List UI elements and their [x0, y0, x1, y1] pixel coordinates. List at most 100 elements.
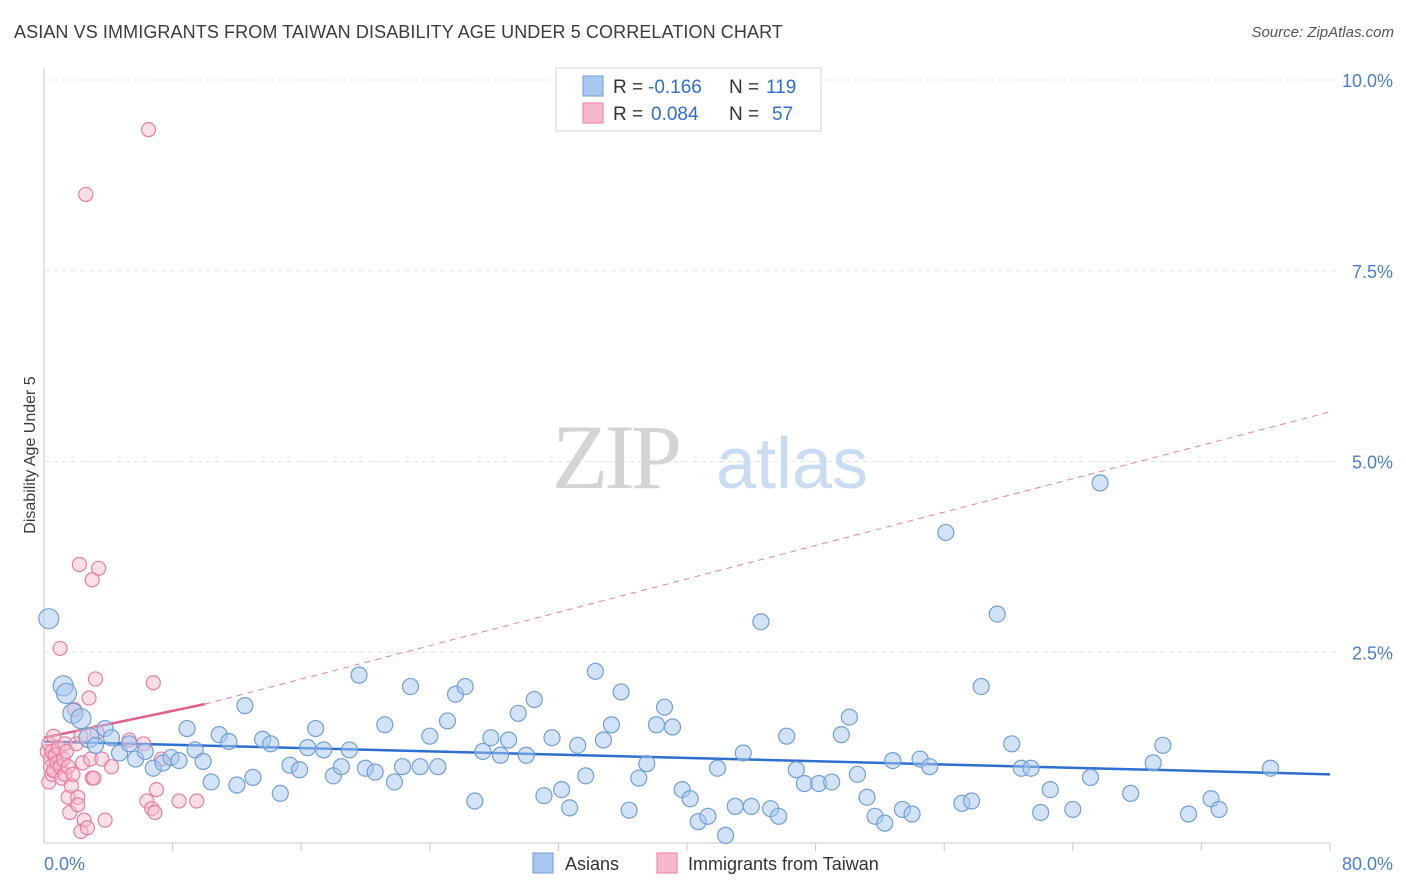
gridlines [44, 79, 1340, 851]
data-point-asians [376, 716, 394, 734]
data-point-taiwan [171, 793, 187, 809]
data-point-asians [429, 758, 447, 776]
data-point-taiwan [57, 766, 73, 782]
data-point-asians [55, 682, 78, 705]
data-point-taiwan [86, 770, 102, 786]
data-point-taiwan [76, 812, 92, 828]
stats-n-value: 57 [772, 104, 793, 125]
data-point-asians [120, 735, 138, 753]
data-point-asians [194, 752, 212, 770]
data-point-asians [1154, 736, 1172, 754]
data-point-asians [466, 792, 484, 810]
data-point-asians [1032, 803, 1050, 822]
x-tick-label: 80.0% [1342, 854, 1393, 874]
data-point-asians [770, 807, 788, 825]
data-point-taiwan [189, 793, 205, 809]
data-point-taiwan [140, 121, 157, 138]
data-point-asians [716, 826, 735, 844]
data-point-taiwan [91, 560, 107, 576]
stats-legend: R = -0.166 N = 119 R = 0.084 N = 57 [555, 67, 822, 132]
data-point-asians [1144, 754, 1162, 772]
legend-label-asians: Asians [565, 854, 619, 874]
data-point-taiwan [145, 675, 161, 691]
data-point-asians [876, 814, 894, 832]
data-point-asians [401, 677, 420, 696]
data-point-asians [491, 746, 510, 764]
data-point-asians [86, 736, 105, 754]
data-point-taiwan [139, 793, 155, 809]
data-point-asians [620, 801, 638, 819]
data-point-asians [262, 735, 280, 753]
data-point-asians [1122, 784, 1140, 803]
watermark-atlas: atlas [716, 424, 868, 504]
data-point-asians [663, 718, 682, 736]
data-point-asians [535, 787, 553, 805]
data-point-taiwan [87, 671, 104, 687]
data-point-asians [290, 761, 309, 779]
data-point-taiwan [71, 556, 87, 573]
data-point-asians [612, 683, 630, 701]
source-label: Source: ZipAtlas.com [1251, 24, 1394, 41]
data-point-asians [1003, 735, 1021, 753]
data-point-asians [553, 780, 571, 799]
data-point-asians [937, 523, 955, 542]
data-point-taiwan [97, 812, 113, 828]
y-tick-label: 7.5% [1352, 262, 1393, 282]
data-point-taiwan [70, 789, 86, 805]
data-point-asians [778, 727, 796, 745]
data-point-asians [299, 739, 317, 757]
data-point-asians [456, 677, 474, 696]
stats-n-value: 119 [766, 77, 796, 98]
data-point-asians [228, 776, 246, 794]
stats-legend-swatch-taiwan [582, 102, 604, 124]
y-tick-label: 10.0% [1342, 71, 1393, 91]
data-point-asians [543, 729, 561, 747]
x-tick-label: 0.0% [44, 854, 85, 874]
data-point-asians [655, 698, 674, 716]
data-point-asians [102, 729, 121, 747]
stats-r-value: -0.166 [648, 77, 702, 98]
data-point-asians [70, 708, 92, 730]
tick-labels: 2.5% 5.0% 7.5% 10.0% 0.0% 80.0% [44, 71, 1393, 874]
data-point-asians [903, 805, 921, 823]
data-point-asians [1091, 474, 1109, 492]
data-point-taiwan [41, 736, 57, 752]
data-point-asians [1041, 780, 1059, 799]
data-point-asians [421, 727, 439, 745]
data-point-taiwan [62, 804, 78, 821]
data-point-asians [474, 742, 492, 761]
data-point-asians [411, 758, 429, 776]
series-asians [38, 474, 1280, 844]
data-point-asians [170, 751, 188, 770]
data-point-asians [594, 731, 613, 749]
data-point-asians [1081, 768, 1100, 786]
stats-r-value: 0.084 [651, 104, 699, 125]
data-point-asians [1261, 759, 1280, 777]
data-point-asians [962, 792, 981, 810]
data-point-asians [136, 742, 154, 761]
data-point-asians [236, 697, 254, 715]
data-point-taiwan [65, 766, 81, 782]
data-point-asians [577, 767, 595, 785]
data-point-taiwan [147, 804, 163, 821]
data-point-asians [220, 732, 238, 751]
data-point-taiwan [63, 778, 79, 794]
data-point-asians [840, 708, 858, 726]
data-point-asians [1064, 800, 1082, 819]
data-point-asians [699, 807, 717, 825]
data-point-asians [244, 768, 262, 786]
series-legend: Asians Immigrants from Taiwan [532, 852, 879, 874]
data-point-asians [734, 744, 752, 762]
legend-label-taiwan: Immigrants from Taiwan [688, 854, 879, 874]
data-point-asians [884, 751, 902, 770]
data-point-asians [638, 755, 656, 773]
data-point-taiwan [103, 759, 120, 775]
watermark: ZIP atlas [552, 406, 868, 508]
trend-line-taiwan-dashed [204, 411, 1331, 705]
legend-swatch-asians [532, 852, 554, 874]
data-point-asians [726, 797, 744, 815]
data-point-asians [630, 769, 648, 787]
y-tick-label: 2.5% [1352, 643, 1393, 663]
data-point-asians [517, 746, 535, 764]
